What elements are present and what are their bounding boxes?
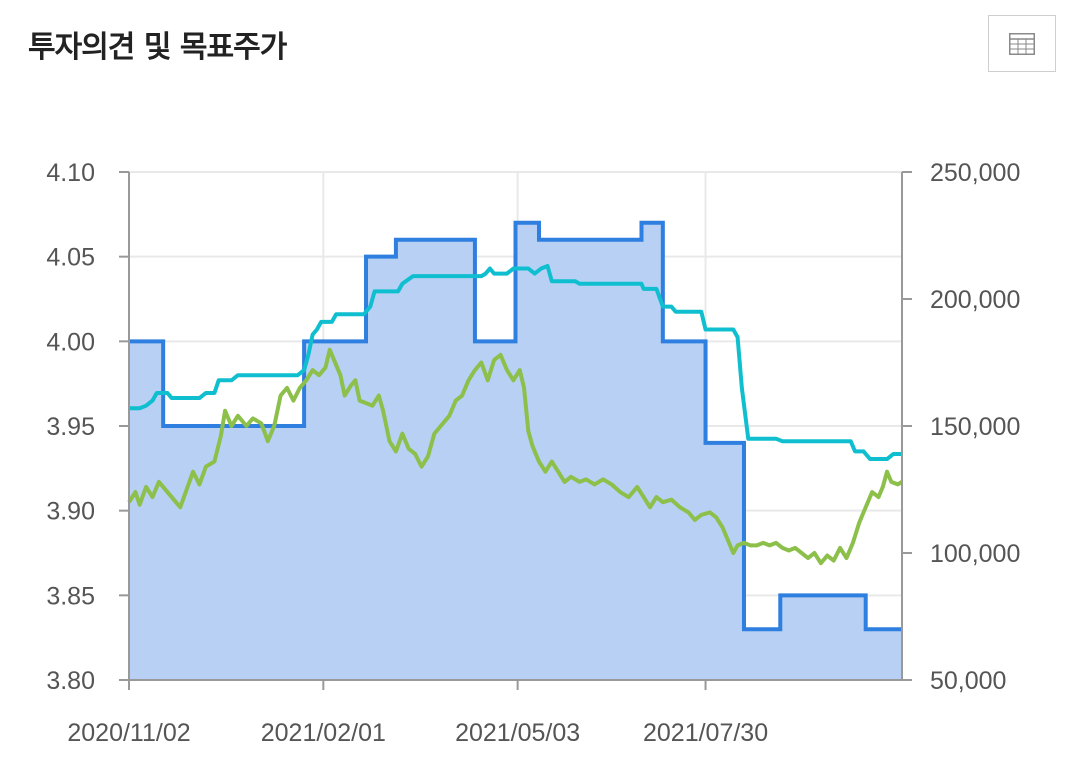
axes: 4.10 4.05 4.00 3.95 3.90 3.85 3.80 250,000 200,0… — [46, 159, 1020, 747]
y-right-tick-label: 50,000 — [930, 667, 1006, 695]
table-grid-icon — [1009, 32, 1035, 55]
chart-title: 투자의견 및 목표주가 — [28, 30, 287, 65]
y-left-tick-label: 4.10 — [46, 159, 95, 187]
x-tick-label: 2020/11/02 — [67, 719, 190, 747]
table-view-button[interactable] — [988, 15, 1056, 72]
x-tick-label: 2021/07/30 — [643, 719, 768, 747]
series-layer — [127, 220, 904, 681]
y-right-tick-label: 100,000 — [930, 540, 1020, 568]
opinion-line — [129, 220, 902, 632]
y-left-tick-label: 3.95 — [46, 413, 95, 441]
y-right-tick-label: 150,000 — [930, 413, 1020, 441]
opinion-area — [129, 222, 902, 681]
y-right-tick-label: 250,000 — [930, 159, 1020, 187]
x-tick-label: 2021/02/01 — [261, 719, 386, 747]
y-left-tick-label: 4.05 — [46, 244, 95, 272]
y-left-tick-label: 3.90 — [46, 498, 95, 526]
target-price-line — [129, 263, 902, 462]
y-left-tick-label: 3.85 — [46, 582, 95, 610]
y-left-tick-label: 4.00 — [46, 328, 95, 356]
x-tick-label: 2021/05/03 — [455, 719, 580, 747]
stock-price-line — [127, 347, 904, 566]
y-left-tick-label: 3.80 — [46, 667, 95, 695]
y-right-tick-label: 200,000 — [930, 286, 1020, 314]
